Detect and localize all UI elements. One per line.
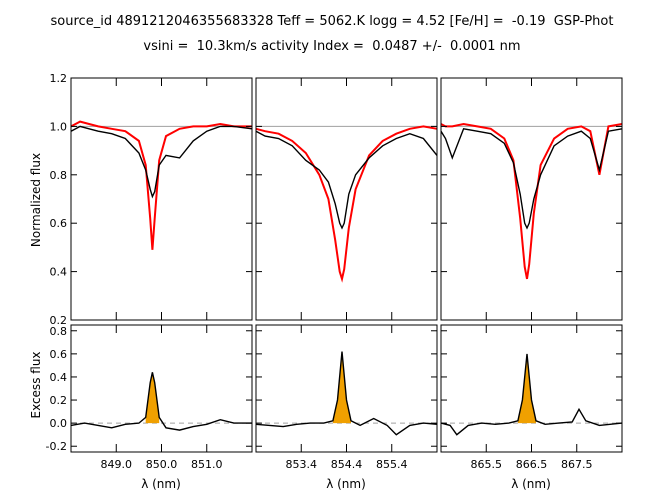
model-spectrum-line: [255, 125, 438, 283]
model-spectrum-line: [70, 120, 252, 250]
excess-flux-line: [70, 372, 252, 431]
xlabel-1: λ (nm): [141, 477, 181, 491]
y-tick-label: 0.2: [50, 314, 68, 327]
panel-frame: [255, 77, 438, 321]
panel-frame: [440, 324, 623, 453]
x-tick-label: 849.0: [101, 458, 133, 471]
top-ylabel: Normalized flux: [29, 153, 43, 247]
excess-flux-line: [440, 353, 623, 436]
model-spectrum-line: [440, 122, 623, 280]
xlabel-2: λ (nm): [326, 477, 366, 491]
x-tick-label: 851.0: [191, 458, 223, 471]
x-tick-label: 867.5: [561, 458, 593, 471]
x-tick-label: 853.4: [286, 458, 318, 471]
x-tick-label: 866.5: [516, 458, 548, 471]
y-tick-label: 0.4: [50, 371, 68, 384]
observed-spectrum-line: [440, 128, 623, 230]
y-tick-label: 0.2: [50, 394, 68, 407]
x-tick-label: 865.5: [471, 458, 503, 471]
y-tick-label: 1.0: [50, 120, 68, 133]
panel-frame: [70, 77, 253, 321]
panel-frame: [440, 77, 623, 321]
excess-flux-line: [255, 351, 438, 436]
y-tick-label: 1.2: [50, 72, 68, 85]
panel-frame: [70, 324, 253, 453]
title-line-1: source_id 4891212046355683328 Teff = 506…: [50, 14, 614, 29]
y-tick-label: 0.8: [50, 169, 68, 182]
y-tick-label: 0.0: [50, 417, 68, 430]
observed-spectrum-line: [70, 125, 253, 199]
xlabel-3: λ (nm): [511, 477, 551, 491]
x-tick-label: 850.0: [146, 458, 178, 471]
y-tick-label: 0.8: [50, 325, 68, 338]
y-tick-label: 0.6: [50, 217, 68, 230]
excess-emission-area: [332, 351, 351, 424]
panel-frame: [255, 324, 438, 453]
x-tick-label: 854.4: [331, 458, 363, 471]
observed-spectrum-line: [255, 130, 438, 230]
x-tick-label: 855.4: [376, 458, 408, 471]
excess-emission-area: [145, 372, 160, 424]
y-tick-label: 0.4: [50, 266, 68, 279]
y-tick-label: -0.2: [46, 440, 67, 453]
excess-emission-area: [517, 353, 536, 424]
bottom-ylabel: Excess flux: [29, 351, 43, 418]
title-line-2: vsini = 10.3km/s activity Index = 0.0487…: [143, 39, 521, 54]
y-tick-label: 0.6: [50, 348, 68, 361]
